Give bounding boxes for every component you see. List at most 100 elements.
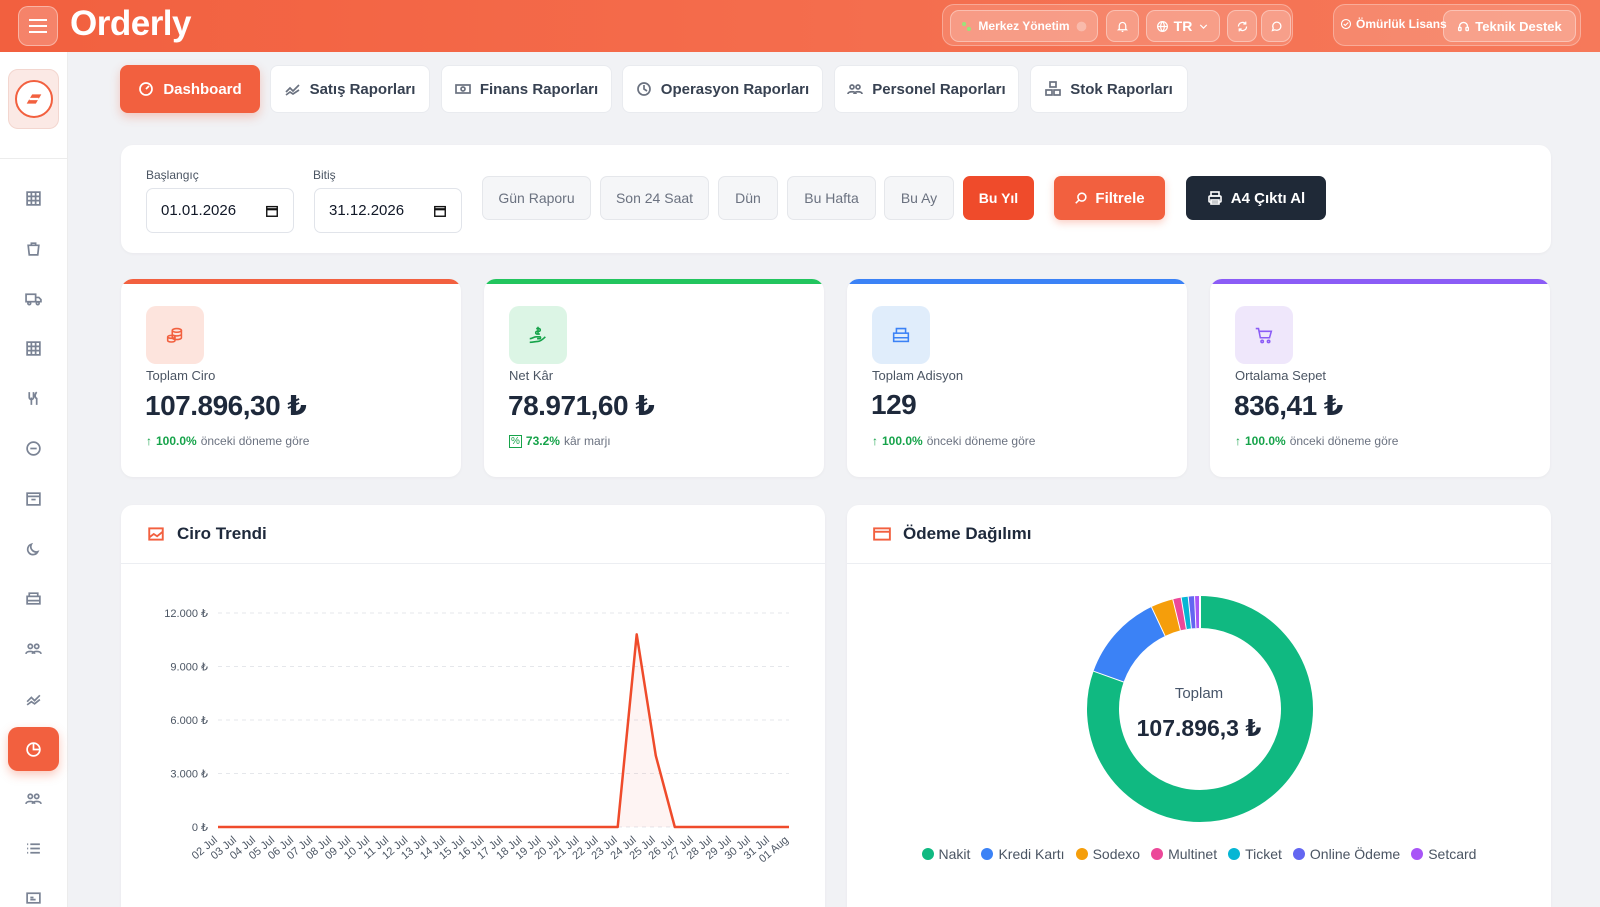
legend-item[interactable]: Ticket [1228,846,1282,862]
tab-staff-reports[interactable]: Personel Raporları [834,65,1019,113]
notifications-button[interactable] [1106,10,1139,42]
clock-icon [636,82,651,96]
people-icon [847,84,864,95]
payment-distribution-title: Ödeme Dağılımı [903,524,1032,543]
slice-separator [1172,598,1182,631]
sidebar-item-cashier[interactable] [8,576,59,620]
y-tick-label: 3.000 ₺ [170,769,208,781]
sidebar-item-delivery[interactable] [8,276,59,320]
legend-item[interactable]: Online Ödeme [1292,846,1400,862]
legend-dot [1228,848,1241,860]
stat-card-net-profit: Net Kâr 78.971,60 ₺ % 73.2% kâr marjı [484,279,824,477]
tab-operations-reports[interactable]: Operasyon Raporları [622,65,823,113]
sidebar-item-floor[interactable] [8,326,59,370]
brand-logo[interactable]: Orderly [70,4,192,43]
sidebar-item-night[interactable] [8,526,59,570]
menu-toggle-button[interactable] [18,6,58,46]
sidebar-item-cards[interactable] [8,875,59,907]
tab-stock-reports[interactable]: Stok Raporları [1030,65,1188,113]
stat-change-note: önceki döneme göre [1289,434,1399,448]
bag-icon [27,241,40,256]
legend-label: Sodexo [1092,846,1141,862]
tab-sales-reports[interactable]: Satış Raporları [270,65,430,113]
headset-icon [1458,21,1470,31]
legend-item[interactable]: Setcard [1411,846,1476,862]
refresh-button[interactable] [1227,10,1257,42]
card-accent-bar [1210,279,1550,284]
start-date-value: 01.01.2026 [161,202,237,219]
legend-item[interactable]: Nakit [921,846,970,862]
sidebar-item-analytics[interactable] [8,676,59,720]
sidebar-item-staff[interactable] [8,626,59,670]
arrow-up-icon: ↑ [1235,434,1241,448]
support-button[interactable]: Teknik Destek [1443,10,1576,42]
sidebar-item-orders[interactable] [8,226,59,270]
sidebar-item-expenses[interactable] [8,426,59,470]
sidebar-item-list[interactable] [8,826,59,870]
legend-item[interactable]: Multinet [1151,846,1217,862]
license-badge: Ömürlük Lisans [1340,17,1447,31]
archive-icon [26,491,41,506]
sidebar-item-inventory[interactable] [8,476,59,520]
cart-icon [1235,306,1293,364]
sidebar-divider [0,158,68,159]
start-date-input[interactable]: 01.01.2026 [146,188,294,233]
print-button[interactable]: A4 Çıktı Al [1186,176,1326,220]
cash-icon [454,84,471,94]
filter-button[interactable]: Filtrele [1054,176,1165,220]
branch-selector[interactable]: Merkez Yönetim [950,10,1098,42]
credit-card-icon [873,527,891,541]
revenue-trend-title: Ciro Trendi [177,524,267,543]
quick-day-report-button[interactable]: Gün Raporu [482,176,591,220]
calendar-icon [266,205,278,217]
y-tick-label: 6.000 ₺ [170,715,208,727]
tab-label: Operasyon Raporları [660,80,810,98]
stat-value: 107.896,30 ₺ [145,390,307,421]
sidebar-item-tables[interactable] [8,176,59,220]
filter-label: Filtrele [1095,189,1145,207]
sidebar-item-customers[interactable] [8,776,59,820]
sidebar [0,52,68,907]
legend-item[interactable]: Sodexo [1075,846,1141,862]
tab-finance-reports[interactable]: Finans Raporları [441,65,612,113]
quick-this-month-button[interactable]: Bu Ay [884,176,954,220]
legend-dot [921,848,934,860]
legend-label: Multinet [1168,846,1218,862]
stat-value: 836,41 ₺ [1234,390,1343,421]
language-label: TR [1173,18,1193,34]
quick-last-24h-button[interactable]: Son 24 Saat [600,176,709,220]
stat-change: ↑ 100.0% önceki döneme göre [1235,434,1398,448]
stat-label: Toplam Ciro [146,368,216,383]
tab-dashboard[interactable]: Dashboard [120,65,260,113]
revenue-trend-header: Ciro Trendi [121,505,825,564]
pie-chart-icon [26,741,41,757]
trend-area [218,634,789,827]
quick-this-week-button[interactable]: Bu Hafta [787,176,876,220]
whatsapp-button[interactable] [1261,10,1291,42]
cutlery-icon [28,391,38,405]
stat-change-note: kâr marjı [563,434,611,448]
stat-label: Net Kâr [509,368,554,383]
stat-value: 78.971,60 ₺ [508,390,655,421]
printer-icon [1207,191,1222,205]
legend-item[interactable]: Kredi Kartı [981,846,1065,862]
donut-slice [1093,606,1167,683]
refresh-icon [1237,21,1247,31]
sidebar-item-menu[interactable] [8,376,59,420]
money-hand-icon [509,306,567,364]
arrow-up-icon: ↑ [146,434,152,448]
quick-this-year-button[interactable]: Bu Yıl [963,176,1034,220]
tab-label: Personel Raporları [872,80,1006,98]
top-bar: Orderly Merkez Yönetim TR Ömürlük Lisans [0,0,1600,52]
language-selector[interactable]: TR [1146,10,1220,42]
app-logo[interactable] [8,69,59,129]
toolbar-group: Merkez Yönetim TR [942,4,1293,46]
quick-yesterday-button[interactable]: Dün [718,176,778,220]
logo-mark-icon [14,80,53,118]
donut-center-label: Toplam [1174,685,1224,702]
end-date-label: Bitiş [313,168,336,182]
sidebar-item-reports[interactable] [8,727,59,771]
donut-center-value: 107.896,3 ₺ [1136,715,1262,741]
end-date-input[interactable]: 31.12.2026 [314,188,462,233]
stat-change: % 73.2% kâr marjı [509,434,611,448]
